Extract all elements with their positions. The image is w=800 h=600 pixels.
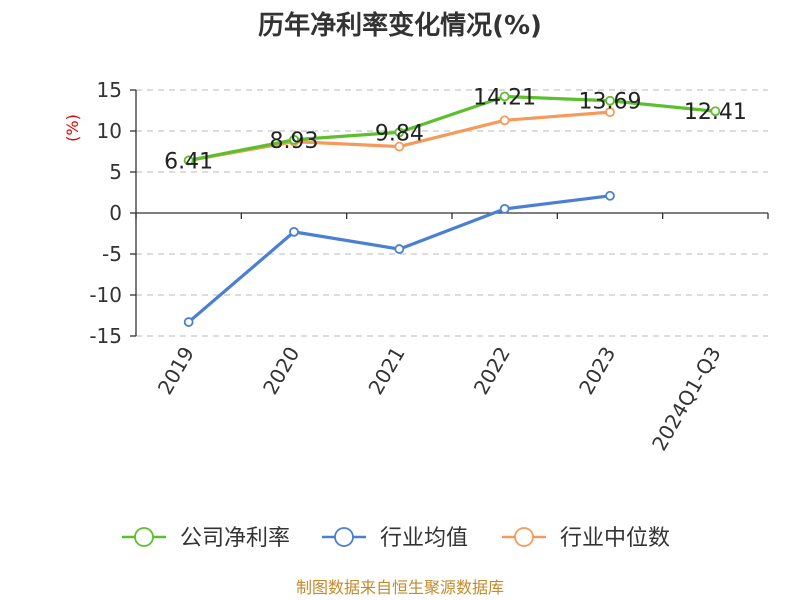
series-layer <box>183 91 721 327</box>
data-labels: 6.41 8.93 9.84 14.21 13.69 12.41 <box>164 85 747 174</box>
data-point <box>710 106 721 117</box>
y-tick-label: 5 <box>109 160 122 184</box>
y-tick-label: 10 <box>97 119 122 143</box>
x-tick-label: 2023 <box>574 343 620 399</box>
y-tick-label: -15 <box>89 324 122 348</box>
legend-label: 行业中位数 <box>560 526 670 551</box>
y-tick-label: 0 <box>109 201 122 225</box>
data-point <box>499 203 510 214</box>
legend-marker <box>514 527 534 547</box>
series-line <box>188 94 716 163</box>
data-label: 8.93 <box>270 129 319 154</box>
x-tick-label: 2020 <box>258 343 304 399</box>
data-point <box>289 226 299 237</box>
legend-marker <box>134 527 154 547</box>
x-tick-label: 2024Q1-Q3 <box>647 343 726 455</box>
y-tick-label: 15 <box>97 78 122 102</box>
y-axis-label: (%) <box>63 114 82 142</box>
data-point <box>499 91 510 102</box>
data-label: 13.69 <box>579 90 642 115</box>
data-point <box>394 244 405 254</box>
legend-marker <box>334 527 354 547</box>
x-tick-label: 2021 <box>363 343 409 399</box>
data-point <box>183 155 194 166</box>
data-point <box>394 127 405 138</box>
legend-label: 行业均值 <box>380 526 468 551</box>
data-label: 6.41 <box>164 149 213 174</box>
data-point <box>183 317 194 327</box>
data-label: 9.84 <box>375 121 424 146</box>
chart-title: 历年净利率变化情况(%) <box>258 10 542 41</box>
y-tick-label: -5 <box>102 242 122 266</box>
source-note: 制图数据来自恒生聚源数据库 <box>296 578 504 597</box>
data-point <box>289 134 299 145</box>
y-tick-label: -10 <box>89 283 122 307</box>
data-label: 14.21 <box>473 85 536 110</box>
data-point <box>605 190 615 201</box>
legend: 公司净利率 行业均值 行业中位数 <box>122 526 670 551</box>
axes: 15 10 5 0 -5 -10 -15 2019 2020 2021 2022 2023 2024Q1… <box>89 78 769 455</box>
data-point <box>499 115 510 126</box>
data-point <box>394 141 405 152</box>
data-label: 12.41 <box>684 100 747 125</box>
data-point <box>605 107 615 118</box>
legend-label: 公司净利率 <box>180 526 290 551</box>
x-tick-label: 2019 <box>153 343 199 399</box>
data-point <box>605 95 615 106</box>
series-line <box>187 194 611 324</box>
x-tick-label: 2022 <box>469 342 515 398</box>
